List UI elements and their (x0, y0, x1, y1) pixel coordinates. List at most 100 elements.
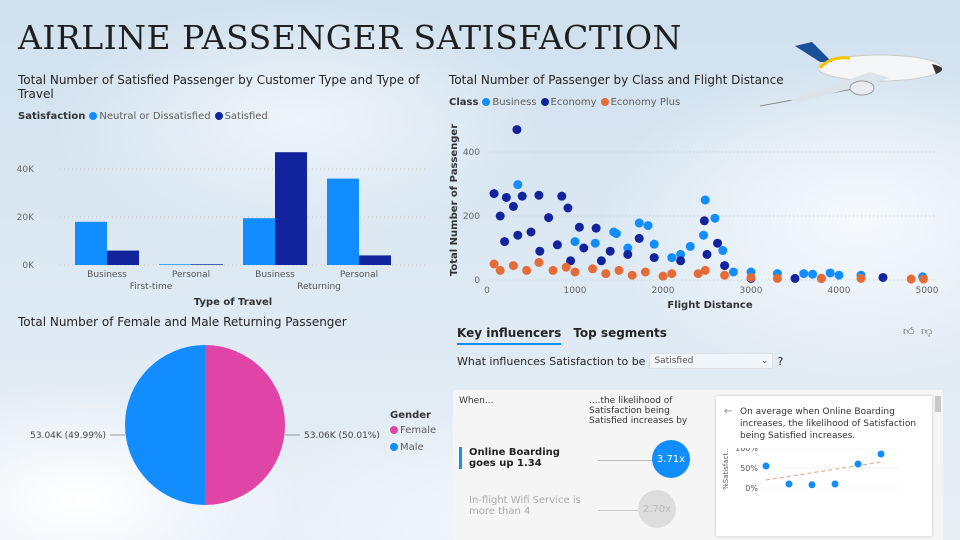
legend-item-male[interactable]: Male (390, 442, 436, 453)
influence-bubble[interactable]: 2.70x (638, 490, 676, 528)
point-economy (557, 191, 567, 201)
arrow-line (598, 460, 653, 461)
point-economy (500, 237, 510, 247)
point-economy (489, 189, 499, 199)
question-prefix: What influences Satisfaction to be (457, 354, 646, 368)
point-economy (501, 192, 511, 202)
y-tick-label: 0% (745, 484, 758, 493)
chevron-down-icon: ⌄ (760, 356, 769, 366)
point-economy-plus (693, 269, 703, 279)
group-label: Returning (297, 282, 341, 292)
x-tick-label: Business (255, 270, 295, 280)
legend-item-neutral[interactable]: Neutral or Dissatisfied (89, 111, 211, 122)
y-tick-label: 50% (740, 464, 758, 473)
data-point (762, 462, 770, 470)
point-economy-plus (772, 273, 782, 283)
x-tick-label: 5000 (916, 286, 939, 296)
bar-neutral-or-dissatisfied (159, 264, 191, 265)
likelihood-header: ....the likelihood of Satisfaction being… (589, 396, 688, 426)
point-economy-plus (495, 265, 505, 275)
y-tick-label: 400 (463, 148, 480, 158)
point-business (710, 213, 720, 223)
pie-slice-male (125, 345, 205, 505)
bar-satisfied (359, 255, 391, 265)
legend-item-female[interactable]: Female (390, 425, 436, 436)
point-economy-plus (746, 272, 756, 282)
point-business (611, 229, 621, 239)
point-economy-plus (522, 265, 532, 275)
point-economy-plus (614, 265, 624, 275)
legend-item-economy-plus[interactable]: Economy Plus (600, 97, 680, 108)
influencer-item[interactable]: In-flight Wifi Service is more than 4 (469, 495, 581, 517)
legend-title: Satisfaction (18, 111, 86, 122)
point-economy-plus (627, 270, 637, 280)
bar-neutral-or-dissatisfied (75, 221, 107, 265)
data-point (808, 481, 816, 489)
when-header: When... (459, 396, 494, 406)
point-economy (563, 203, 573, 213)
point-economy-plus (816, 273, 826, 283)
bar-neutral-or-dissatisfied (243, 218, 275, 265)
group-label: First-time (130, 282, 173, 292)
point-business (799, 269, 809, 279)
legend-item-satisfied[interactable]: Satisfied (214, 111, 268, 122)
satisfaction-value-dropdown[interactable]: Satisfied ⌄ (649, 353, 774, 369)
point-economy-plus (548, 265, 558, 275)
influencer-item[interactable]: Online Boarding goes up 1.34 (459, 447, 579, 469)
y-tick-label: 0K (22, 261, 35, 271)
arrow-line (598, 510, 638, 511)
y-axis-title: Total Number of Passenger (449, 124, 460, 276)
point-economy-plus (561, 262, 571, 272)
bar-satisfied (191, 264, 223, 265)
point-economy (512, 125, 522, 135)
y-axis-title: %Satisfact... (722, 448, 730, 490)
point-economy-plus (534, 257, 544, 267)
trend-line (765, 461, 882, 481)
scrollbar[interactable] (935, 396, 941, 412)
point-economy (634, 233, 644, 243)
x-axis-title: Flight Distance (667, 300, 752, 311)
tab-top-segments[interactable]: Top segments (573, 326, 667, 340)
x-tick-label: Personal (340, 270, 378, 280)
pie-chart: 53.06K (50.01%) 53.04K (49.99%) (30, 345, 380, 505)
y-tick-label: 20K (17, 213, 35, 223)
detail-text: On average when Online Boarding increase… (740, 407, 917, 441)
point-business (676, 249, 686, 259)
point-business (570, 237, 580, 247)
x-tick-label: 1000 (564, 286, 587, 296)
tab-key-influencers[interactable]: Key influencers (457, 326, 562, 345)
point-business (649, 239, 659, 249)
back-arrow-icon[interactable]: ← (724, 406, 733, 417)
point-economy (713, 238, 723, 248)
bar-chart-title: Total Number of Satisfied Passenger by C… (18, 73, 420, 101)
point-economy (534, 190, 544, 200)
legend-item-economy[interactable]: Economy (540, 97, 597, 108)
pie-legend: Gender Female Male (390, 410, 436, 453)
point-economy (574, 222, 584, 232)
x-tick-label: 3000 (740, 286, 763, 296)
point-economy (720, 261, 730, 271)
data-label: 53.04K (49.99%) (30, 431, 106, 441)
x-tick-label: 4000 (828, 286, 851, 296)
x-tick-label: 2000 (652, 286, 675, 296)
thumbs-up-icon[interactable]: 👍︎ (903, 325, 915, 338)
point-economy (649, 253, 659, 263)
thumbs-down-icon[interactable]: 👎︎ (921, 325, 933, 338)
point-business (808, 269, 818, 279)
legend-item-business[interactable]: Business (482, 97, 537, 108)
legend-title: Gender (390, 410, 431, 421)
point-business (728, 267, 738, 277)
key-influencers-panel: Key influencers Top segments 👍︎ 👎︎ What … (445, 320, 945, 540)
x-axis-title: Type of Travel (194, 297, 272, 308)
point-economy (591, 223, 601, 233)
point-economy (790, 273, 800, 283)
influence-bubble[interactable]: 3.71x (652, 440, 690, 478)
point-economy-plus (720, 270, 730, 280)
point-economy (495, 211, 505, 221)
point-economy (878, 272, 888, 282)
scatter-legend: Class Business Economy Economy Plus (449, 97, 680, 108)
influencer-detail-card: ← On average when Online Boarding increa… (716, 396, 932, 536)
point-economy (552, 240, 562, 250)
point-economy-plus (601, 269, 611, 279)
